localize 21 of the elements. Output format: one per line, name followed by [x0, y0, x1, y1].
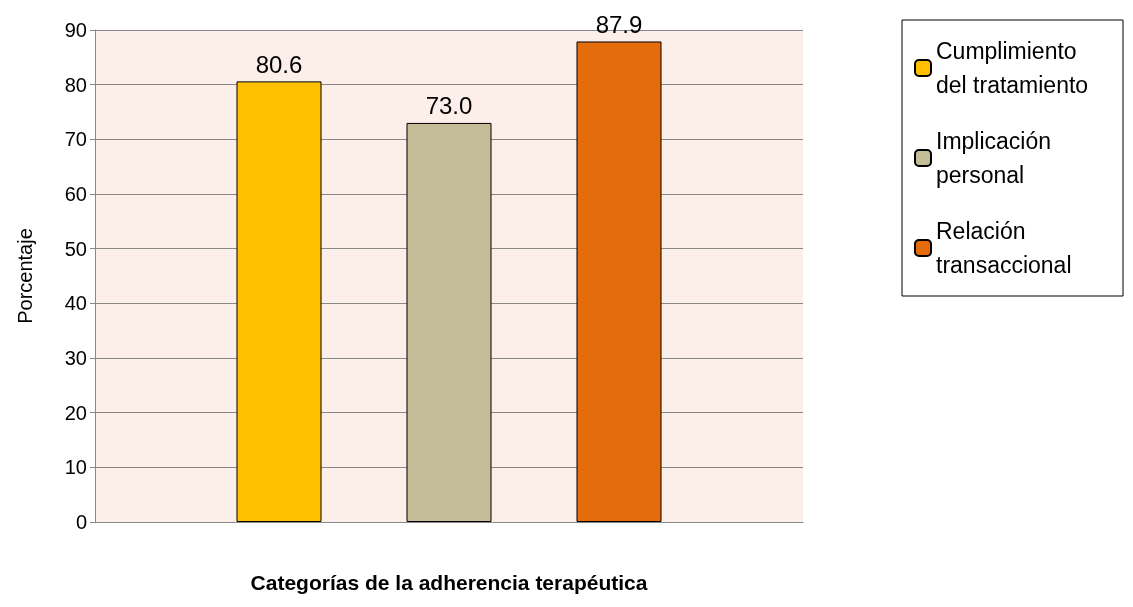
x-axis-title: Categorías de la adherencia terapéutica — [250, 571, 648, 594]
data-label: 87.9 — [595, 10, 643, 38]
legend-label: Cumplimiento del tratamiento — [936, 38, 1089, 98]
legend-label: Implicación personal — [936, 128, 1058, 188]
y-tick-label: 30 — [64, 347, 87, 369]
y-tick-label: 70 — [64, 128, 87, 151]
y-tick-label: 60 — [64, 183, 87, 205]
data-label: 80.6 — [255, 50, 303, 78]
y-tick-label: 40 — [64, 292, 87, 315]
y-tick-label: 50 — [64, 237, 87, 260]
bar — [406, 122, 492, 522]
y-tick-label: 80 — [64, 73, 87, 96]
data-label: 73.0 — [425, 92, 473, 120]
y-tick-label: 20 — [64, 401, 87, 424]
y-tick-label: 0 — [75, 511, 87, 533]
y-tick-label: 10 — [64, 456, 87, 479]
y-tick-label: 90 — [64, 19, 87, 41]
bar — [576, 41, 662, 522]
legend-label: Relación transaccional — [936, 218, 1072, 278]
bar — [236, 81, 322, 522]
y-axis-title: Porcentaje — [14, 228, 36, 324]
